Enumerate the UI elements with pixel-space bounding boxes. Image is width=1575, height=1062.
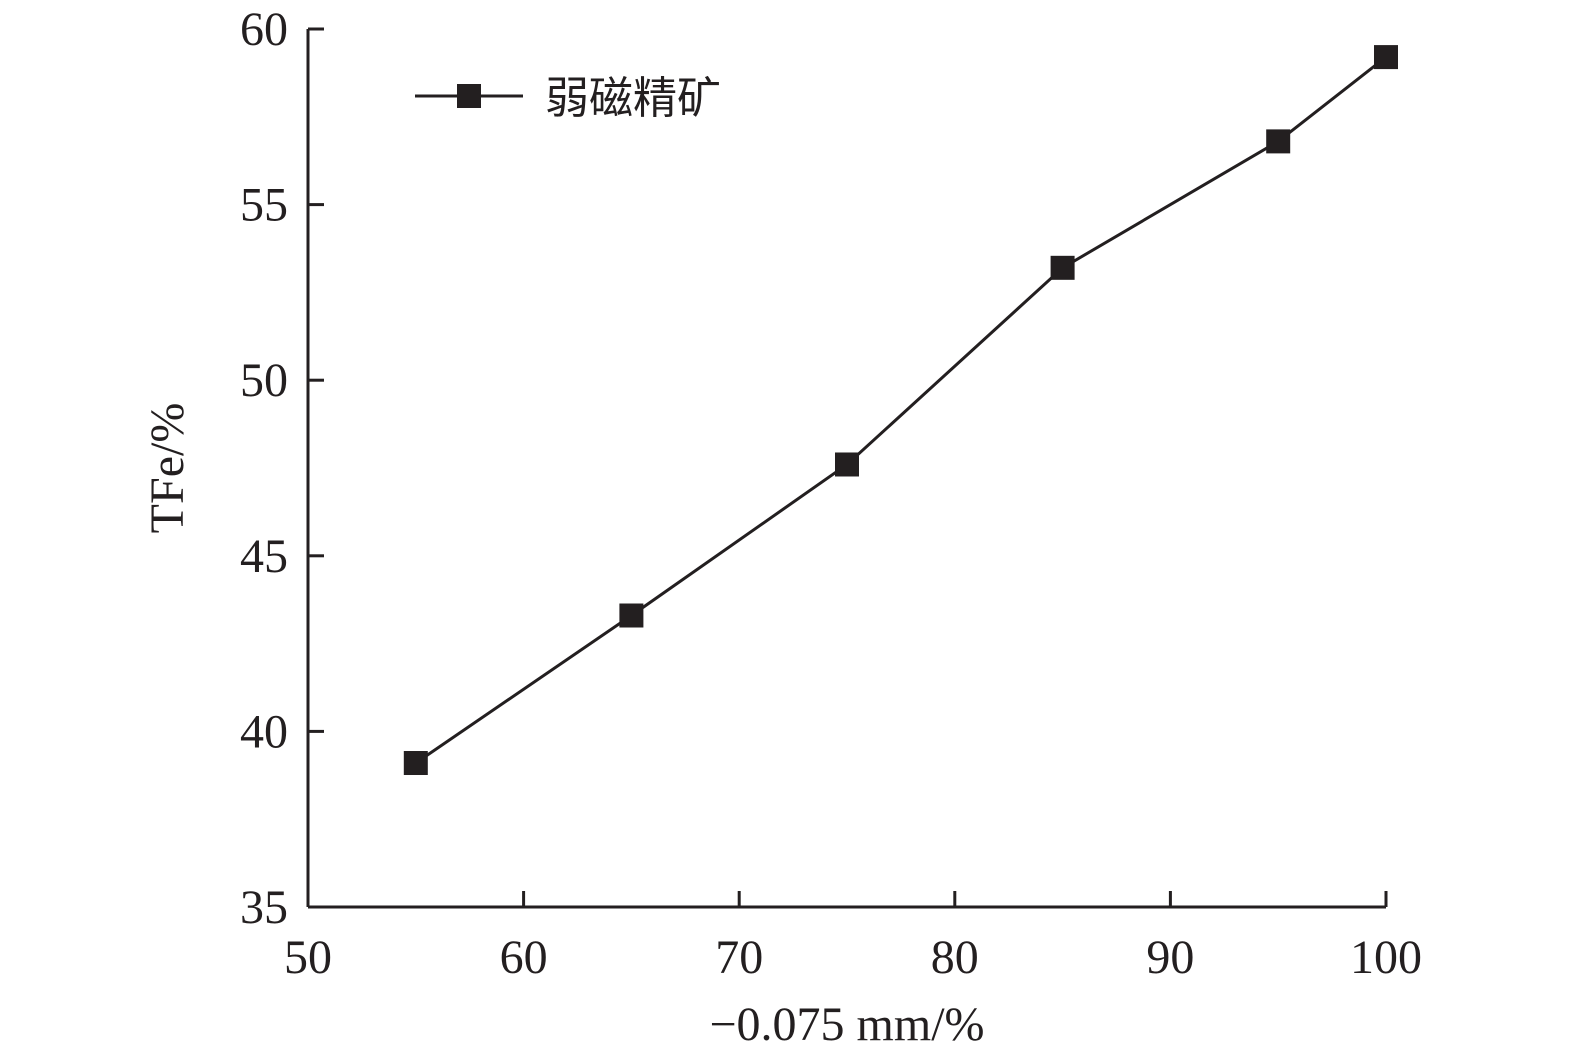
x-tick-label: 90 xyxy=(1146,931,1194,984)
x-tick-label: 60 xyxy=(500,931,548,984)
data-point-marker xyxy=(619,603,644,628)
x-tick-label: 50 xyxy=(284,931,332,984)
data-point-marker xyxy=(835,452,859,477)
x-axis-ticks: 50 60 70 80 90 100 xyxy=(284,891,1422,984)
legend-label: 弱磁精矿 xyxy=(545,73,721,124)
legend: 弱磁精矿 xyxy=(415,73,721,124)
y-tick-label: 35 xyxy=(240,881,288,934)
y-tick-label: 55 xyxy=(240,179,288,232)
legend-marker-square xyxy=(457,84,481,108)
data-point-marker xyxy=(1374,45,1398,70)
data-point-marker xyxy=(403,751,428,776)
series-layer xyxy=(403,45,1398,776)
y-tick-label: 40 xyxy=(240,705,288,758)
y-tick-label: 50 xyxy=(240,354,288,407)
x-tick-label: 70 xyxy=(715,931,763,984)
x-tick-label: 100 xyxy=(1350,931,1422,984)
y-tick-label: 45 xyxy=(240,530,288,583)
x-tick-label: 80 xyxy=(931,931,979,984)
series-line xyxy=(414,55,1387,765)
y-axis-ticks: 35 40 45 50 55 60 xyxy=(240,3,324,934)
data-point-marker xyxy=(1266,129,1291,154)
y-tick-label: 60 xyxy=(240,3,288,56)
y-axis-title: TFe/% xyxy=(141,403,194,534)
x-axis-title: −0.075 mm/% xyxy=(709,998,984,1051)
data-point-marker xyxy=(1050,255,1075,280)
